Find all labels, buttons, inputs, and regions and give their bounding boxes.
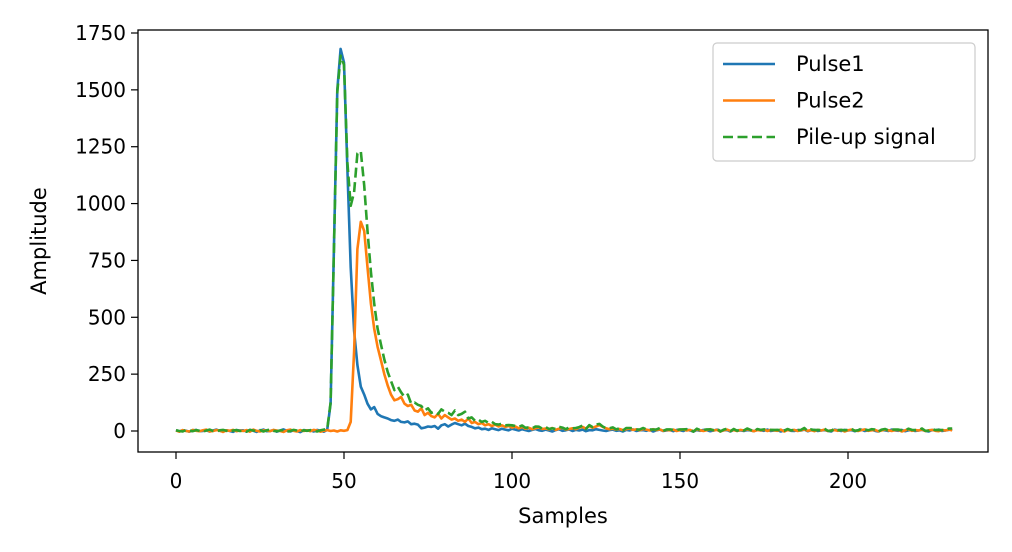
y-tick-label: 1000 bbox=[75, 192, 126, 216]
legend-label: Pile-up signal bbox=[796, 125, 936, 149]
y-axis: 0 250 500 750 1000 1250 1500 1750 bbox=[75, 21, 138, 443]
y-axis-label: Amplitude bbox=[27, 187, 51, 295]
series-line-pile-up-signal bbox=[175, 54, 953, 434]
series-layer bbox=[175, 47, 953, 434]
y-tick-label: 500 bbox=[88, 305, 126, 329]
legend-label: Pulse2 bbox=[796, 89, 865, 113]
x-tick-label: 100 bbox=[493, 469, 531, 493]
y-tick-label: 0 bbox=[113, 419, 126, 443]
legend-box bbox=[712, 42, 976, 162]
y-tick-label: 1500 bbox=[75, 78, 126, 102]
y-tick-label: 750 bbox=[88, 248, 126, 272]
legend-label: Pulse1 bbox=[796, 52, 865, 76]
x-tick-label: 0 bbox=[170, 469, 183, 493]
x-tick-label: 150 bbox=[661, 469, 699, 493]
plot-frame bbox=[137, 29, 989, 453]
y-tick-label: 250 bbox=[88, 362, 126, 386]
x-axis-label: Samples bbox=[518, 504, 608, 528]
x-tick-label: 50 bbox=[331, 469, 356, 493]
y-tick-label: 1750 bbox=[75, 21, 126, 45]
x-tick-label: 200 bbox=[829, 469, 867, 493]
x-axis: 0 50 100 150 200 bbox=[170, 452, 867, 493]
legend: Pulse1 Pulse2 Pile-up signal bbox=[712, 42, 976, 162]
y-tick-label: 1250 bbox=[75, 135, 126, 159]
